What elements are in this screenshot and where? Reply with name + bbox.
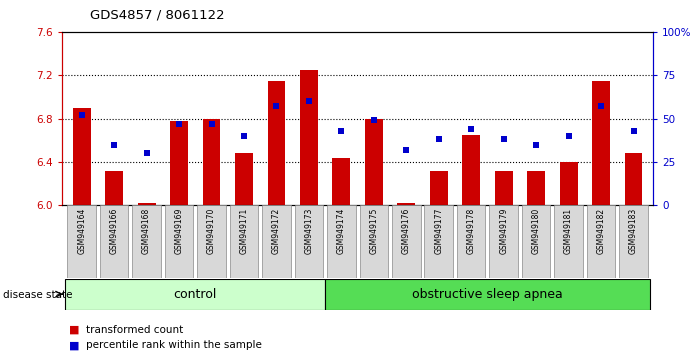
Text: obstructive sleep apnea: obstructive sleep apnea: [412, 288, 562, 301]
Text: GSM949164: GSM949164: [77, 207, 86, 254]
Text: GSM949169: GSM949169: [175, 207, 184, 254]
FancyBboxPatch shape: [522, 205, 551, 278]
Text: GSM949174: GSM949174: [337, 207, 346, 254]
Bar: [105, 171, 123, 205]
Bar: [462, 135, 480, 205]
Text: GSM949178: GSM949178: [466, 207, 475, 254]
FancyBboxPatch shape: [359, 205, 388, 278]
Bar: [365, 119, 383, 205]
Bar: [73, 108, 91, 205]
FancyBboxPatch shape: [457, 205, 486, 278]
Text: GSM949179: GSM949179: [499, 207, 508, 254]
Point: [563, 133, 574, 139]
FancyBboxPatch shape: [619, 205, 647, 278]
Text: GSM949181: GSM949181: [564, 207, 573, 253]
Point: [401, 147, 412, 153]
FancyBboxPatch shape: [197, 205, 226, 278]
FancyBboxPatch shape: [262, 205, 291, 278]
FancyBboxPatch shape: [68, 205, 96, 278]
Point: [531, 142, 542, 147]
Bar: [170, 121, 188, 205]
Bar: [397, 203, 415, 205]
Text: transformed count: transformed count: [86, 325, 184, 335]
Bar: [235, 153, 253, 205]
Point: [596, 104, 607, 109]
Point: [433, 137, 444, 142]
Text: GSM949168: GSM949168: [142, 207, 151, 254]
Text: GSM949176: GSM949176: [401, 207, 410, 254]
Point: [173, 121, 184, 127]
Text: GSM949172: GSM949172: [272, 207, 281, 254]
Point: [108, 142, 120, 147]
Text: percentile rank within the sample: percentile rank within the sample: [86, 340, 263, 350]
Text: GDS4857 / 8061122: GDS4857 / 8061122: [90, 9, 225, 22]
Point: [466, 126, 477, 132]
Bar: [430, 171, 448, 205]
FancyBboxPatch shape: [229, 205, 258, 278]
Bar: [495, 171, 513, 205]
Point: [368, 118, 379, 123]
FancyBboxPatch shape: [327, 205, 356, 278]
Point: [336, 128, 347, 133]
Bar: [592, 81, 610, 205]
Point: [238, 133, 249, 139]
Text: GSM949166: GSM949166: [110, 207, 119, 254]
Text: GSM949182: GSM949182: [596, 207, 605, 253]
Point: [271, 104, 282, 109]
Text: ■: ■: [69, 340, 79, 350]
Bar: [267, 81, 285, 205]
FancyBboxPatch shape: [164, 205, 193, 278]
Text: disease state: disease state: [3, 290, 73, 299]
FancyBboxPatch shape: [424, 205, 453, 278]
FancyBboxPatch shape: [392, 205, 421, 278]
Bar: [560, 162, 578, 205]
Text: ■: ■: [69, 325, 79, 335]
FancyBboxPatch shape: [587, 205, 616, 278]
Point: [628, 128, 639, 133]
Text: GSM949175: GSM949175: [369, 207, 379, 254]
FancyBboxPatch shape: [132, 205, 161, 278]
Bar: [300, 70, 318, 205]
FancyBboxPatch shape: [100, 205, 129, 278]
Bar: [202, 119, 220, 205]
FancyBboxPatch shape: [489, 205, 518, 278]
Bar: [332, 158, 350, 205]
Text: GSM949180: GSM949180: [531, 207, 540, 254]
Text: control: control: [173, 288, 217, 301]
Bar: [625, 153, 643, 205]
FancyBboxPatch shape: [294, 205, 323, 278]
Bar: [66, 279, 325, 310]
Text: GSM949170: GSM949170: [207, 207, 216, 254]
Bar: [325, 279, 650, 310]
Point: [206, 121, 217, 127]
Point: [141, 150, 152, 156]
Bar: [527, 171, 545, 205]
Point: [498, 137, 509, 142]
Text: GSM949177: GSM949177: [434, 207, 443, 254]
Bar: [138, 203, 155, 205]
Text: GSM949173: GSM949173: [305, 207, 314, 254]
Text: GSM949183: GSM949183: [629, 207, 638, 254]
Point: [303, 98, 314, 104]
Text: GSM949171: GSM949171: [240, 207, 249, 254]
Point: [76, 112, 87, 118]
FancyBboxPatch shape: [554, 205, 583, 278]
